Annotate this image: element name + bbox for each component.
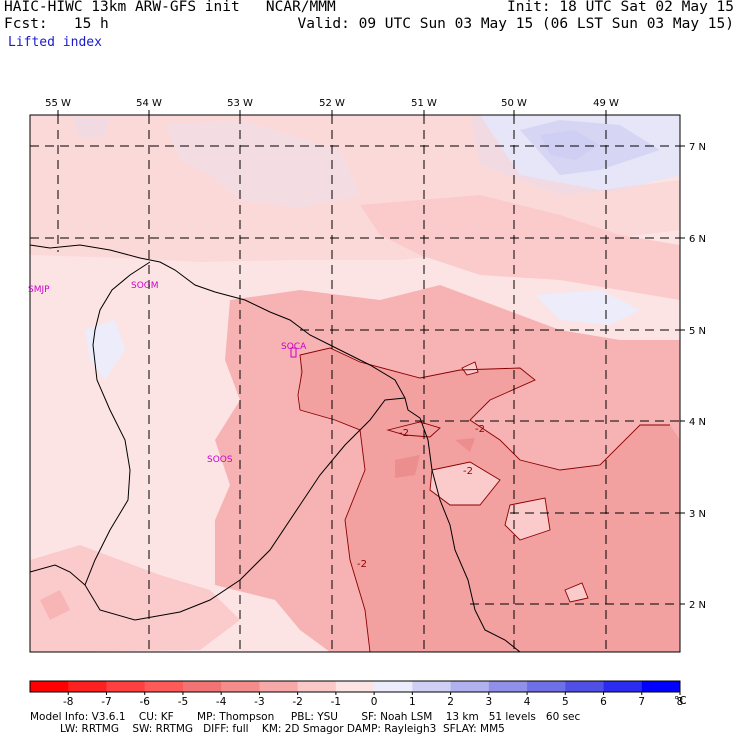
colorbar-swatch	[488, 681, 528, 692]
colorbar-swatch	[144, 681, 184, 692]
model-info-line: Model Info: V3.6.1 CU: KF MP: Thompson P…	[30, 711, 581, 723]
lon-label: 52 W	[319, 98, 345, 109]
contour-label: -2	[463, 466, 473, 477]
colorbar-label: 1	[409, 696, 416, 708]
colorbar-label: 6	[600, 696, 607, 708]
header-left: HAIC-HIWC 13km ARW-GFS init NCAR/MMM Fcs…	[4, 0, 336, 33]
light-pocket	[430, 462, 500, 505]
colorbar-label: 3	[485, 696, 492, 708]
station-label: SOGM	[131, 281, 159, 291]
header-right: Init: 18 UTC Sat 02 May 15 Valid: 09 UTC…	[298, 0, 735, 33]
colorbar-swatch	[527, 681, 566, 692]
colorbar-label: -1	[331, 696, 341, 708]
contour-label: -2	[357, 559, 367, 570]
colorbar-swatch	[374, 681, 413, 692]
lat-label: 4 N	[689, 417, 706, 428]
lat-label: 5 N	[689, 326, 706, 337]
colorbar-swatch	[565, 681, 605, 692]
contour-label: -2	[399, 428, 409, 439]
colorbar-label: -6	[139, 696, 150, 708]
init-time: Init: 18 UTC Sat 02 May 15	[507, 0, 734, 15]
colorbar-swatch	[450, 681, 490, 692]
colorbar-swatch	[641, 681, 681, 692]
colorbar-label: -3	[254, 696, 264, 708]
station-label: SOOS	[207, 455, 233, 465]
unstable-cell	[395, 455, 420, 478]
colorbar: -8 -7 -6 -5 -4 -3 -2 -1 0 1 2 3 4 5 6 7 8	[29, 680, 684, 708]
lon-label: 51 W	[411, 98, 437, 109]
unstable-cell	[455, 438, 475, 452]
field-name: Lifted index	[8, 35, 102, 50]
colorbar-swatch	[221, 681, 260, 692]
colorbar-swatch	[182, 681, 222, 692]
colorbar-swatch	[30, 681, 69, 692]
colorbar-label: -8	[63, 696, 73, 708]
light-pocket	[462, 362, 478, 375]
lat-label: 2 N	[689, 600, 706, 611]
colorbar-swatch	[259, 681, 299, 692]
colorbar-swatch	[68, 681, 107, 692]
colorbar-swatch	[297, 681, 337, 692]
lat-lon-grid	[30, 115, 680, 652]
colorbar-swatch	[603, 681, 643, 692]
valid-time: Valid: 09 UTC Sun 03 May 15 (06 LST Sun …	[297, 16, 735, 32]
physics-info-line: LW: RRTMG SW: RRTMG DIFF: full KM: 2D Sm…	[60, 723, 505, 735]
model-title: HAIC-HIWC 13km ARW-GFS init NCAR/MMM	[4, 0, 336, 15]
light-instability-shading	[30, 115, 680, 652]
colorbar-unit: °C	[674, 695, 687, 707]
strong-instability-shading	[300, 348, 680, 652]
lon-label: 53 W	[227, 98, 253, 109]
colorbar-label: 8	[677, 696, 684, 708]
colorbar-label: 2	[447, 696, 454, 708]
station-marker	[290, 347, 297, 358]
forecast-hour: Fcst: 15 h	[4, 16, 109, 32]
lat-label: 3 N	[689, 509, 706, 520]
lon-label: 55 W	[45, 98, 71, 109]
contour-label: -2	[475, 424, 485, 435]
lon-label: 54 W	[136, 98, 162, 109]
lat-label: 6 N	[689, 234, 706, 245]
lon-label: 50 W	[501, 98, 527, 109]
colorbar-label: 4	[524, 696, 531, 708]
station-label: SMJP	[28, 285, 50, 295]
colorbar-label: -7	[101, 696, 111, 708]
colorbar-label: 0	[371, 696, 378, 708]
map-frame	[29, 114, 681, 653]
light-pocket	[505, 498, 550, 540]
colorbar-label: -4	[216, 696, 227, 708]
colorbar-swatch	[335, 681, 375, 692]
colorbar-label: -5	[178, 696, 188, 708]
lat-label: 7 N	[689, 142, 706, 153]
colorbar-swatch	[106, 681, 146, 692]
colorbar-swatch	[412, 681, 452, 692]
coastlines-and-borders	[29, 244, 521, 653]
colorbar-label: -2	[292, 696, 302, 708]
lon-label: 49 W	[593, 98, 619, 109]
station-label: SOCA	[281, 342, 307, 352]
contour-lines	[297, 347, 670, 653]
colorbar-label: 7	[638, 696, 645, 708]
axis-ticks	[57, 110, 685, 605]
colorbar-frame	[29, 680, 681, 693]
colorbar-label: 5	[562, 696, 569, 708]
